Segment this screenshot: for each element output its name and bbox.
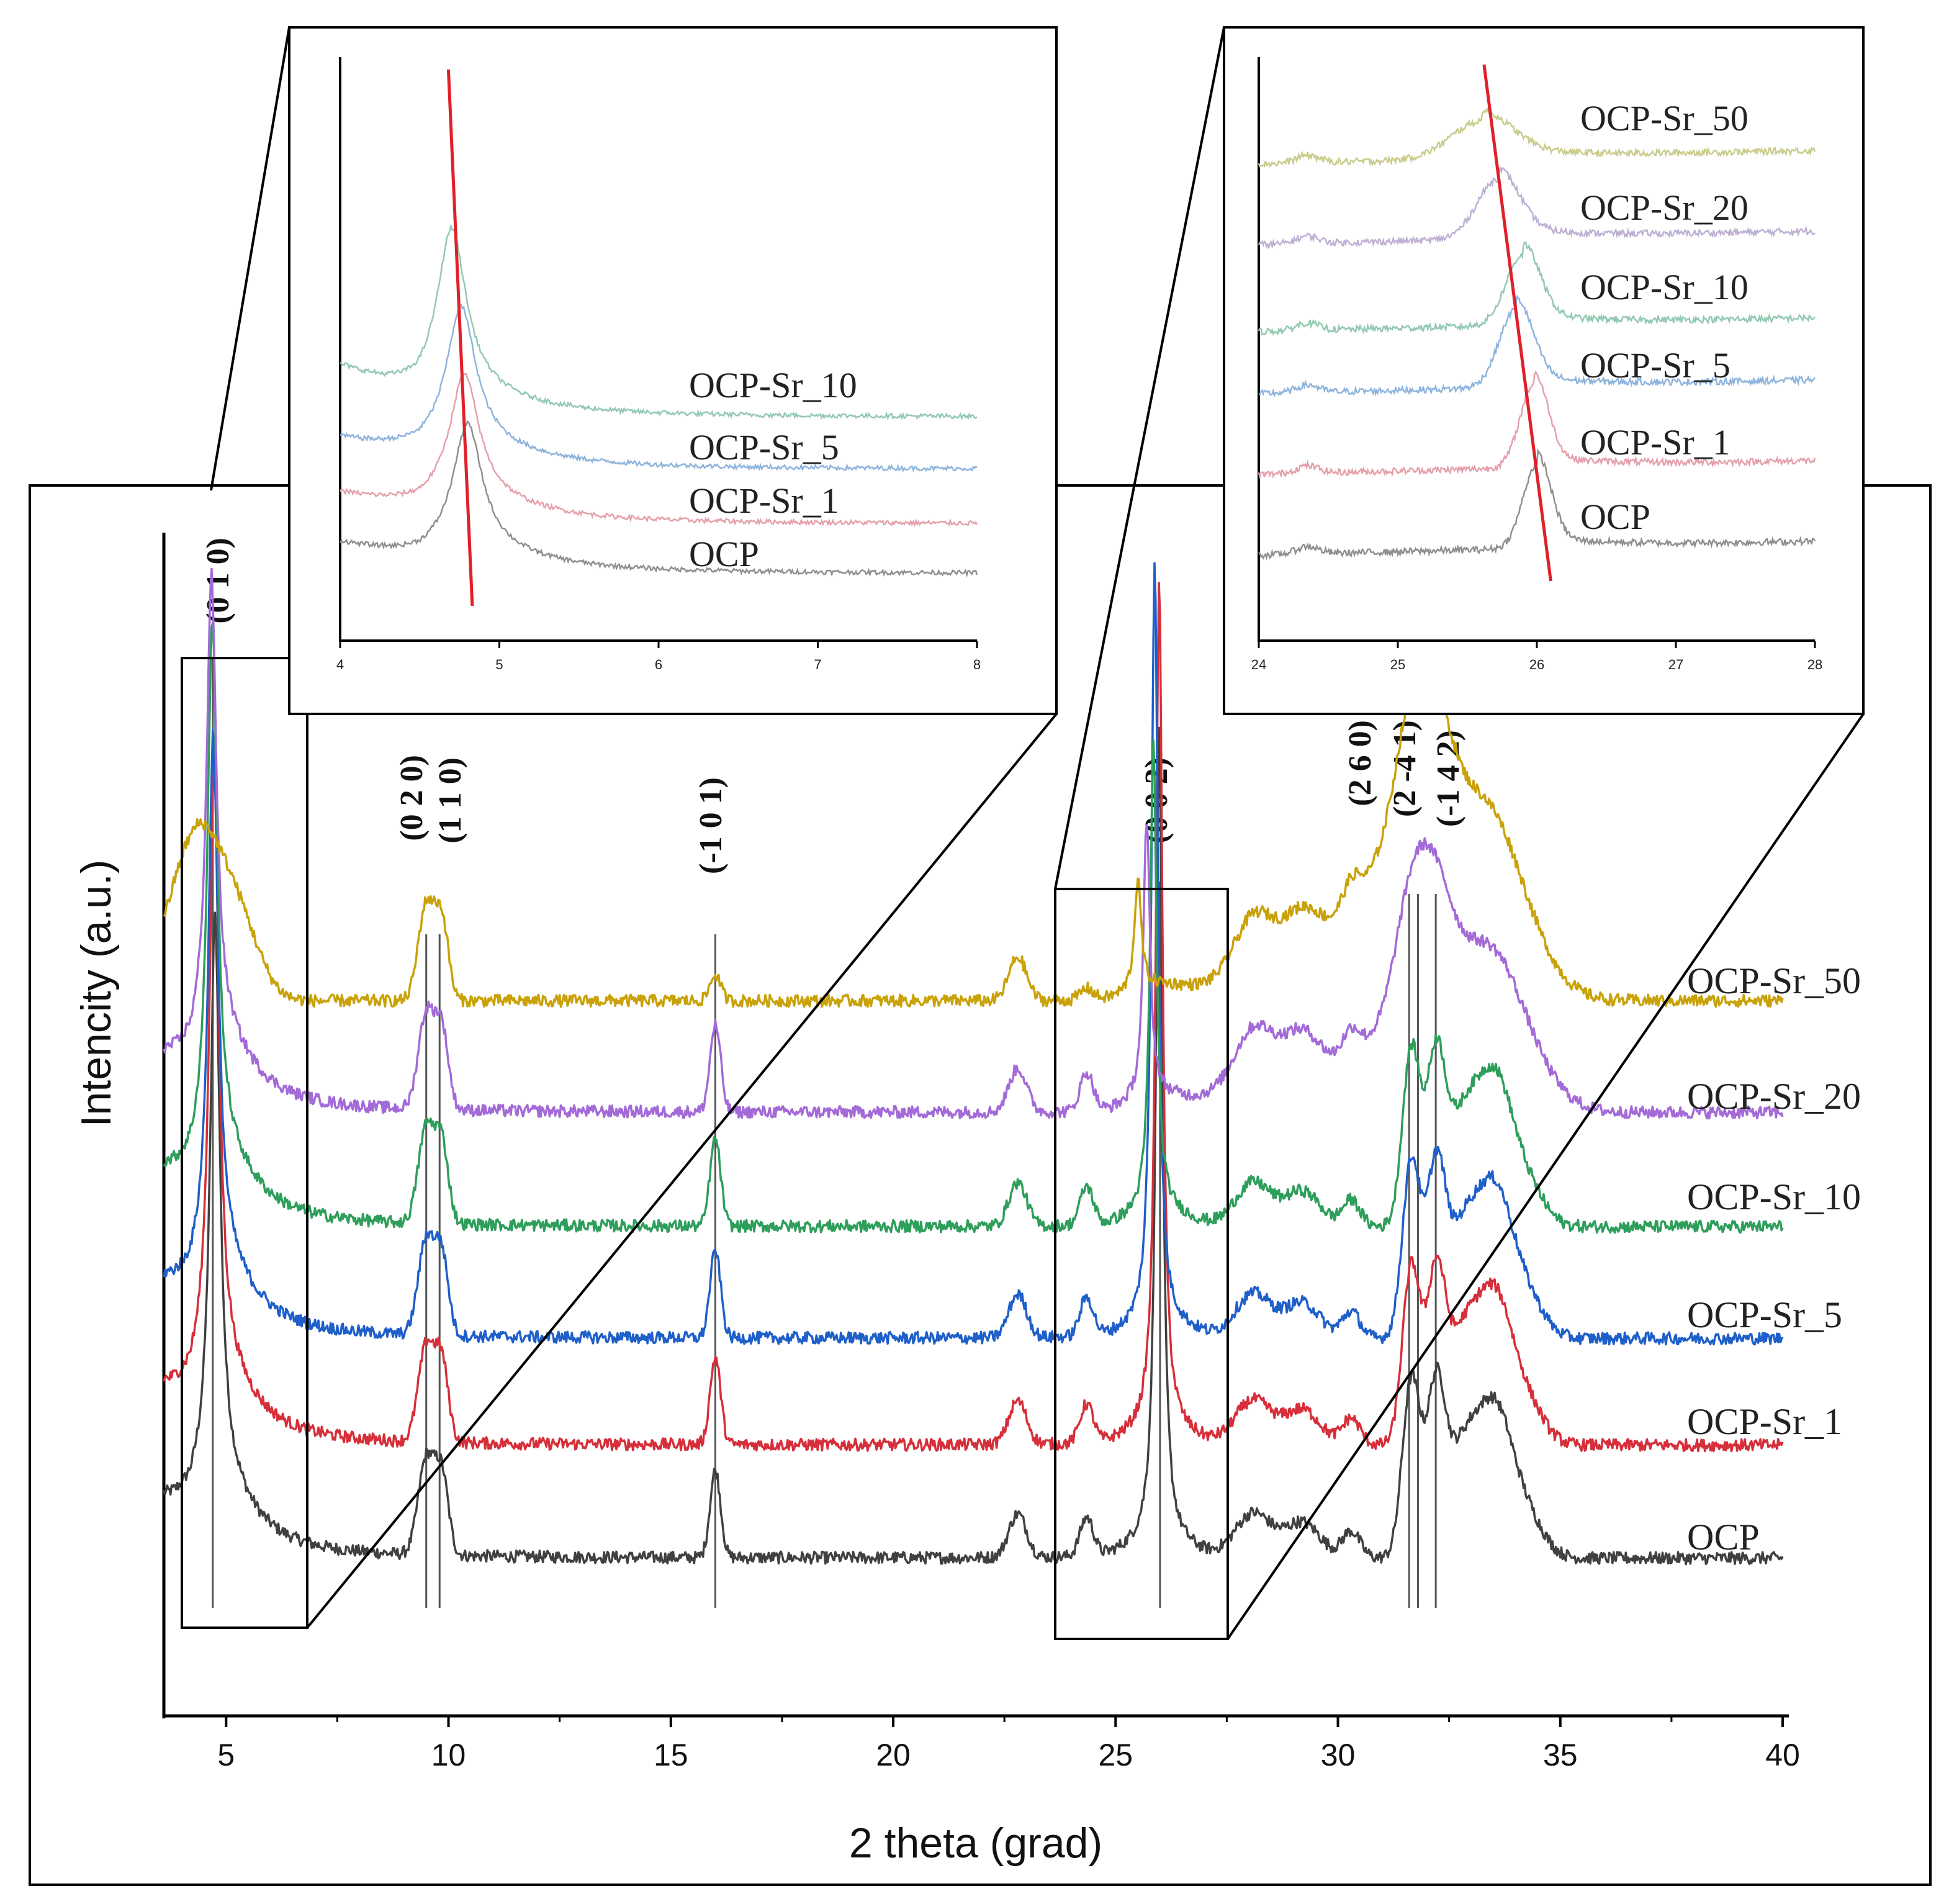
- series-label: OCP-Sr_1: [1687, 1401, 1842, 1442]
- hkl-label: (-1 4 2): [1431, 730, 1466, 827]
- inset-left-trend-line: [446, 69, 474, 607]
- inset-left-labels: OCP OCP-Sr_1 OCP-Sr_5 OCP-Sr_10: [689, 365, 857, 574]
- inset-right-series: [1258, 106, 1816, 561]
- x-tick-label: 15: [654, 1738, 688, 1772]
- series-labels: OCP OCP-Sr_1 OCP-Sr_5 OCP-Sr_10 OCP-Sr_20 OCP…: [1687, 960, 1861, 1558]
- inset-series-label: OCP-Sr_50: [1580, 98, 1749, 138]
- inset-series-label: OCP-Sr_10: [689, 365, 857, 405]
- connector-right-top: [1054, 27, 1225, 890]
- inset-right-labels: OCP OCP-Sr_1 OCP-Sr_5 OCP-Sr_10 OCP-Sr_20 OCP…: [1580, 98, 1749, 537]
- inset-series-line-ocp-sr-1: [1258, 370, 1816, 480]
- inset-series-label: OCP-Sr_20: [1580, 187, 1749, 228]
- inset-series-line-ocp-sr-50: [1258, 106, 1816, 168]
- inset-right: 24 25 26 27 28 OCPOCP-Sr_1OCP-Sr_5OCP-Sr_10O…: [1223, 26, 1865, 715]
- x-axis-ticks: 5 10 15 20 25 30 35 40: [217, 1716, 1800, 1772]
- inset-series-label: OCP-Sr_10: [1580, 267, 1749, 307]
- inset-series-label: OCP-Sr_1: [1580, 422, 1731, 462]
- inset-series-line-ocp-sr-10: [340, 223, 978, 421]
- zoom-box-left: [181, 657, 308, 1629]
- main-series-group: [163, 562, 1784, 1566]
- inset-right-ticks: 24 25 26 27 28: [1251, 641, 1822, 672]
- inset-series-label: OCP-Sr_1: [689, 481, 839, 521]
- series-line-ocp: [163, 726, 1784, 1566]
- hkl-label: (1 1 0): [433, 757, 468, 844]
- inset-series-line-ocp-sr-20: [1258, 165, 1816, 250]
- hkl-label: (2 6 0): [1343, 720, 1378, 806]
- zoom-box-right: [1054, 888, 1229, 1640]
- inset-series-line-ocp-sr-10: [1258, 241, 1816, 336]
- inset-series-label: OCP: [689, 534, 759, 574]
- inset-series-label: OCP-Sr_5: [1580, 345, 1731, 386]
- inset-right-frame: [1223, 26, 1865, 715]
- connector-left-top: [210, 27, 290, 491]
- hkl-label: (0 2 0): [394, 755, 430, 841]
- zoom-guides: [181, 27, 1865, 1640]
- inset-x-tick-label: 7: [814, 657, 821, 672]
- inset-left-frame: [288, 26, 1058, 715]
- series-label: OCP-Sr_20: [1687, 1076, 1861, 1117]
- inset-left: 4 5 6 7 8 OCP OCP-Sr_1 OCP-Sr_5 OCP-Sr_10: [288, 26, 1058, 715]
- hkl-reference-lines: (0 1 0)(0 2 0) (1 1 0) (-1 0 1) (0 0 2) (2 6…: [200, 538, 1466, 1608]
- series-line-ocp-sr-5: [163, 562, 1784, 1346]
- x-tick-label: 20: [876, 1738, 911, 1772]
- inset-right-trend-line: [1482, 64, 1552, 582]
- inset-series-line-ocp-sr-5: [1258, 295, 1816, 399]
- x-tick-label: 30: [1321, 1738, 1356, 1772]
- series-line-ocp-sr-50: [163, 657, 1784, 1008]
- inset-series-line-ocp-sr-1: [339, 372, 978, 528]
- series-label: OCP-Sr_50: [1687, 960, 1861, 1001]
- y-axis-title: Intencity (a.u.): [73, 860, 120, 1127]
- hkl-label: (2 -4 1): [1387, 720, 1423, 817]
- inset-x-tick-label: 27: [1668, 657, 1683, 672]
- inset-x-tick-label: 5: [495, 657, 503, 672]
- inset-x-tick-label: 8: [973, 657, 981, 672]
- series-line-ocp-sr-1: [163, 582, 1784, 1453]
- x-axis-title: 2 theta (grad): [849, 1820, 1102, 1867]
- connector-left-bottom: [306, 713, 1058, 1629]
- connector-right-bottom: [1227, 713, 1865, 1640]
- x-tick-label: 35: [1543, 1738, 1578, 1772]
- inset-series-line-ocp-sr-5: [340, 304, 978, 473]
- series-label: OCP: [1687, 1517, 1760, 1558]
- inset-x-tick-label: 24: [1251, 657, 1266, 672]
- main-axes: 5 10 15 20 25 30 35 40 2 theta (grad) Intencity…: [73, 533, 1800, 1867]
- x-tick-label: 5: [217, 1738, 235, 1772]
- x-tick-label: 10: [431, 1738, 466, 1772]
- inset-x-tick-label: 26: [1529, 657, 1544, 672]
- x-tick-label: 25: [1098, 1738, 1133, 1772]
- inset-x-tick-label: 28: [1807, 657, 1822, 672]
- inset-x-tick-label: 25: [1390, 657, 1405, 672]
- inset-series-line-ocp: [339, 420, 978, 578]
- hkl-label: (0 1 0): [200, 538, 236, 624]
- inset-left-series: [339, 223, 978, 578]
- series-line-ocp-sr-10: [163, 621, 1784, 1234]
- inset-x-tick-label: 4: [336, 657, 344, 672]
- inset-series-label: OCP: [1580, 497, 1650, 537]
- series-label: OCP-Sr_5: [1687, 1294, 1842, 1335]
- hkl-label: (-1 0 1): [693, 777, 729, 874]
- series-line-ocp-sr-20: [163, 567, 1784, 1120]
- inset-series-label: OCP-Sr_5: [689, 427, 839, 467]
- inset-x-tick-label: 6: [655, 657, 662, 672]
- inset-left-ticks: 4 5 6 7 8: [336, 641, 981, 672]
- series-label: OCP-Sr_10: [1687, 1176, 1861, 1217]
- x-tick-label: 40: [1765, 1738, 1800, 1772]
